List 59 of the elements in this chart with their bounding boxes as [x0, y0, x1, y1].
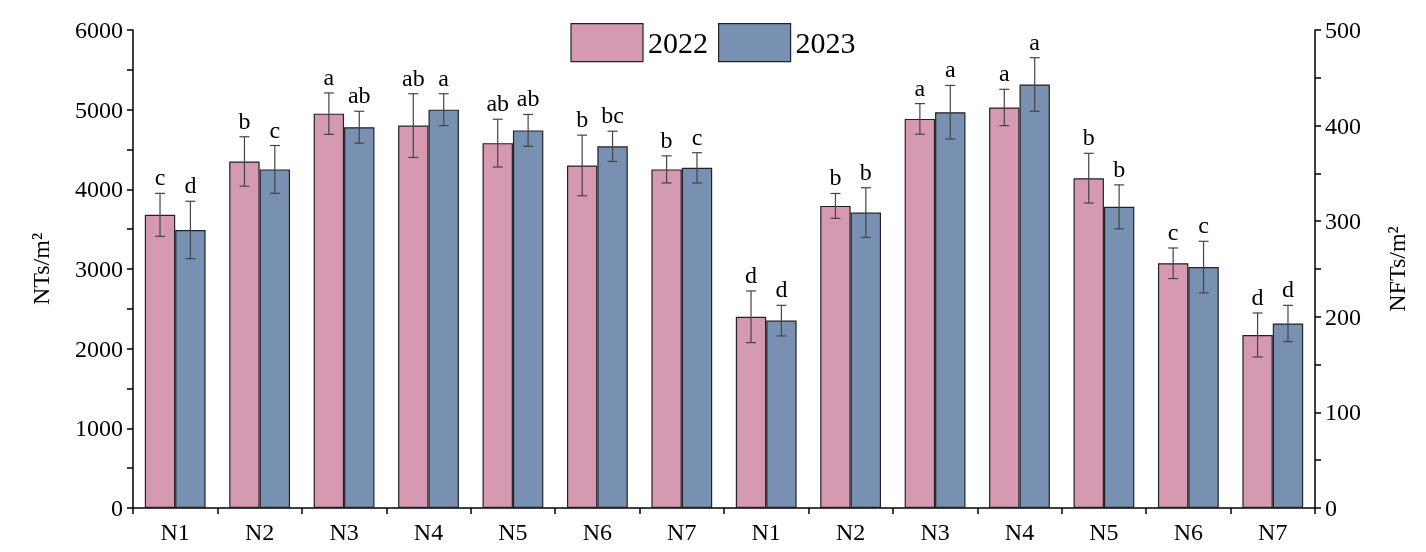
x-tick-label: N5 [1089, 519, 1119, 545]
data-label: b [238, 107, 251, 134]
legend-label: 2022 [648, 26, 708, 60]
y2-tick-label: 400 [1325, 112, 1361, 139]
legend-label: 2023 [795, 26, 856, 60]
data-label: ab [347, 82, 371, 109]
x-tick-label: N6 [582, 519, 613, 545]
x-tick-label: N7 [1258, 519, 1288, 545]
x-tick-label: N1 [160, 519, 190, 545]
data-label: a [944, 56, 956, 83]
y2-tick-label: 100 [1325, 399, 1361, 426]
x-tick-label: N2 [835, 519, 866, 545]
y2-tick-label: 0 [1325, 495, 1337, 521]
data-label: ab [486, 90, 510, 117]
data-label: a [998, 60, 1010, 87]
data-label: b [1113, 155, 1126, 182]
y-axis-title: NTs/m² [28, 232, 54, 306]
x-tick-label: N5 [498, 519, 528, 545]
x-tick-label: N1 [751, 519, 781, 545]
data-label: c [1198, 212, 1209, 239]
data-label: c [1167, 218, 1179, 245]
y2-tick-label: 500 [1325, 17, 1361, 43]
y2-tick-label: 300 [1325, 208, 1361, 235]
data-label: a [1029, 28, 1041, 55]
data-label: c [154, 164, 166, 191]
data-label: d [775, 276, 788, 303]
y-tick-label: 3000 [75, 256, 123, 282]
data-label: d [1281, 276, 1294, 303]
x-tick-label: N3 [329, 519, 359, 545]
data-label: b [829, 164, 842, 191]
data-label: d [1251, 283, 1264, 310]
y-tick-label: 0 [111, 495, 123, 521]
x-tick-label: N3 [920, 519, 950, 545]
y-tick-label: 2000 [75, 335, 123, 362]
x-tick-label: N4 [1004, 519, 1035, 545]
data-label: d [745, 261, 758, 288]
y2-axis-title: NFTs/m² [1384, 226, 1410, 312]
data-label: b [660, 126, 673, 153]
x-tick-label: N4 [413, 519, 444, 545]
data-label: d [184, 172, 197, 199]
data-label: c [269, 116, 281, 143]
x-tick-label: N7 [667, 519, 697, 545]
data-label: a [438, 64, 450, 91]
x-tick-label: N2 [244, 519, 275, 545]
data-label: ab [401, 64, 425, 91]
data-label: b [1082, 124, 1095, 151]
data-label: a [914, 74, 926, 101]
y-tick-label: 4000 [75, 176, 123, 203]
data-label: b [576, 106, 589, 133]
y2-tick-label: 200 [1325, 303, 1361, 330]
data-label: c [691, 123, 703, 150]
y-tick-label: 1000 [75, 415, 123, 442]
x-tick-label: N6 [1173, 519, 1204, 545]
data-label: ab [516, 85, 540, 112]
data-label: b [859, 158, 872, 185]
data-label: bc [601, 102, 624, 129]
data-label: a [323, 63, 335, 90]
y-tick-label: 6000 [75, 17, 123, 43]
y-tick-label: 5000 [75, 96, 123, 123]
